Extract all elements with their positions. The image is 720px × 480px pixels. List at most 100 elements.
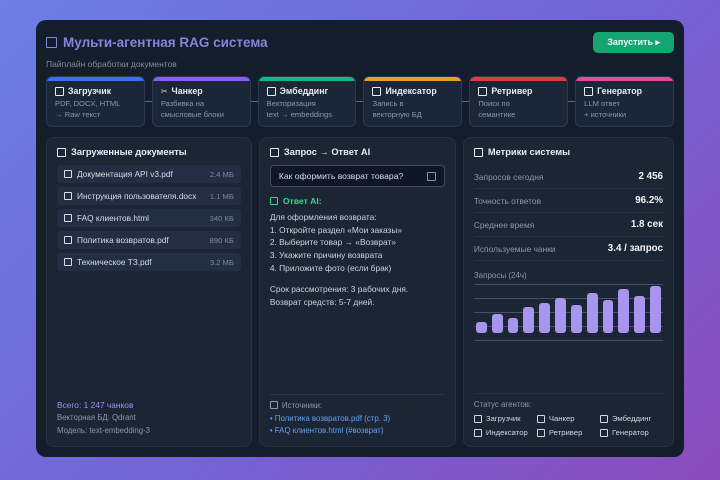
stage-desc: LLM ответ + источники: [584, 99, 627, 119]
metrics-icon: [473, 147, 483, 157]
source-link[interactable]: • Политика возвратов.pdf (стр. 3): [269, 413, 391, 423]
gridline: [473, 284, 663, 286]
answer-notes: Срок рассмотрения: 3 рабочих дня. Возвра…: [269, 284, 409, 307]
gridline: [473, 312, 663, 314]
stage-color-bar: [258, 77, 356, 81]
chart-bars: [475, 286, 661, 334]
stage-label: Чанкер: [171, 86, 203, 96]
document-row[interactable]: Политика возвратов.pdf 890 КБ: [57, 231, 241, 250]
stage-icon: [584, 86, 594, 96]
qa-panel-title: Запрос → Ответ AI: [269, 147, 445, 157]
page-title: Мульти-агентная RAG система: [46, 35, 268, 50]
file-icon: [64, 214, 72, 223]
agent-status-item: Загрузчик: [473, 414, 537, 423]
chunks-total: Всего: 1 247 чанков: [57, 399, 134, 410]
checkbox-icon: [473, 428, 482, 437]
stage-desc: Поиск по семантике: [478, 99, 516, 119]
sources-label: Источники:: [269, 401, 445, 410]
pipeline-stage-loader: Загрузчик PDF, DOCX, HTML → Raw текст: [46, 76, 145, 128]
stage-label: Эмбеддинг: [279, 86, 329, 96]
stage-label: Генератор: [597, 86, 642, 96]
document-row[interactable]: Инструкция пользователя.docx 1.1 МБ: [57, 187, 241, 206]
chart-bar: [602, 300, 614, 334]
gridline: [473, 340, 663, 342]
stage-desc: Запись в векторную БД: [372, 99, 422, 119]
stage-icon: [266, 86, 276, 96]
embedding-model: Модель: text-embedding-3: [57, 425, 150, 435]
page-title-text: Мульти-агентная RAG система: [63, 35, 268, 50]
source-link[interactable]: • FAQ клиентов.html (#возврат): [269, 425, 384, 435]
chart-bar: [539, 302, 551, 334]
metrics-panel: Метрики системы Запросов сегодня 2 456 Т…: [462, 137, 674, 447]
app-icon: [46, 37, 57, 48]
metric-row: Среднее время 1.8 сек: [473, 213, 663, 238]
document-row[interactable]: Документация API v3.pdf 2.4 МБ: [57, 165, 241, 184]
document-row[interactable]: Техническое ТЗ.pdf 3.2 МБ: [57, 253, 241, 272]
pipeline-stage-indexer: Индексатор Запись в векторную БД: [363, 76, 463, 128]
file-size: 1.1 МБ: [209, 191, 234, 201]
checkbox-icon: [599, 414, 608, 423]
pipeline-connector: [250, 101, 258, 103]
stage-icon: [55, 86, 64, 96]
metric-row: Запросов сегодня 2 456: [473, 165, 663, 190]
file-size: 3.2 МБ: [209, 257, 234, 267]
answer-label: Ответ AI:: [269, 196, 445, 206]
checkbox-icon: [473, 414, 482, 423]
file-size: 2.4 МБ: [209, 169, 234, 179]
metric-row: Точность ответов 96.2%: [473, 189, 663, 214]
stage-color-bar: [470, 77, 568, 81]
run-button[interactable]: Запустить ▸: [593, 32, 674, 53]
documents-panel-title: Загруженные документы: [57, 147, 241, 157]
stage-desc: PDF, DOCX, HTML → Raw текст: [55, 99, 121, 119]
metric-row: Используемые чанки 3.4 / запрос: [473, 237, 663, 262]
stage-desc: Разбивка на смысловые блоки: [160, 99, 224, 119]
checkbox-icon: [536, 414, 545, 423]
gridline: [473, 326, 663, 328]
stage-color-bar: [152, 77, 250, 81]
vector-db: Векторная БД: Qdrant: [57, 413, 136, 423]
file-size: 890 КБ: [209, 235, 234, 245]
checkbox-icon: [599, 428, 608, 437]
documents-footer: Всего: 1 247 чанков Векторная БД: Qdrant…: [57, 399, 241, 437]
agents-status-label: Статус агентов:: [473, 400, 532, 409]
file-icon: [64, 170, 72, 179]
agents-grid: Загрузчик Чанкер Эмбеддинг Индексатор Ре…: [473, 414, 663, 437]
stage-label: Ретривер: [491, 86, 533, 96]
scissors-icon: ✂: [160, 86, 168, 96]
document-row[interactable]: FAQ клиентов.html 340 КБ: [57, 209, 241, 228]
sources-footer: Источники: • Политика возвратов.pdf (стр…: [269, 393, 445, 438]
agents-footer: Статус агентов: Загрузчик Чанкер Эмбедди…: [473, 393, 663, 437]
stage-color-bar: [47, 77, 144, 81]
file-icon: [64, 258, 72, 267]
query-text: Как оформить возврат товара?: [278, 171, 404, 182]
gridline: [473, 298, 663, 300]
pipeline-stage-embedding: Эмбеддинг Векторизация text → embeddings: [257, 76, 357, 128]
search-icon[interactable]: [426, 171, 436, 181]
pipeline-stage-retriever: Ретривер Поиск по семантике: [469, 76, 569, 128]
ai-icon: [269, 197, 278, 206]
chart-bar: [618, 288, 630, 334]
metric-value: 1.8 сек: [630, 219, 663, 231]
agent-status-item: Ретривер: [536, 428, 600, 437]
chart-bar: [555, 298, 566, 334]
agent-status-item: Чанкер: [536, 414, 600, 423]
pipeline-subtitle: Пайплайн обработки документов: [46, 59, 177, 69]
metrics-panel-title: Метрики системы: [473, 147, 663, 157]
file-icon: [64, 236, 72, 245]
pipeline-connector: [462, 101, 470, 103]
pipeline-row: Загрузчик PDF, DOCX, HTML → Raw текст ✂ Ч…: [46, 76, 674, 128]
pipeline-connector: [144, 101, 152, 103]
chart-bar: [586, 293, 598, 334]
main-content: Загруженные документы Документация API v…: [46, 137, 674, 447]
agent-status-item: Генератор: [599, 428, 663, 437]
chart-bar: [491, 313, 503, 334]
sources-icon: [269, 401, 278, 409]
agent-status-item: Эмбеддинг: [599, 414, 663, 423]
stage-icon: [372, 86, 382, 96]
query-input[interactable]: Как оформить возврат товара?: [269, 165, 445, 188]
qa-icon: [269, 147, 279, 157]
chart-bar: [523, 307, 535, 334]
stage-color-bar: [576, 77, 673, 81]
checkbox-icon: [536, 428, 545, 437]
file-size: 340 КБ: [209, 213, 234, 223]
